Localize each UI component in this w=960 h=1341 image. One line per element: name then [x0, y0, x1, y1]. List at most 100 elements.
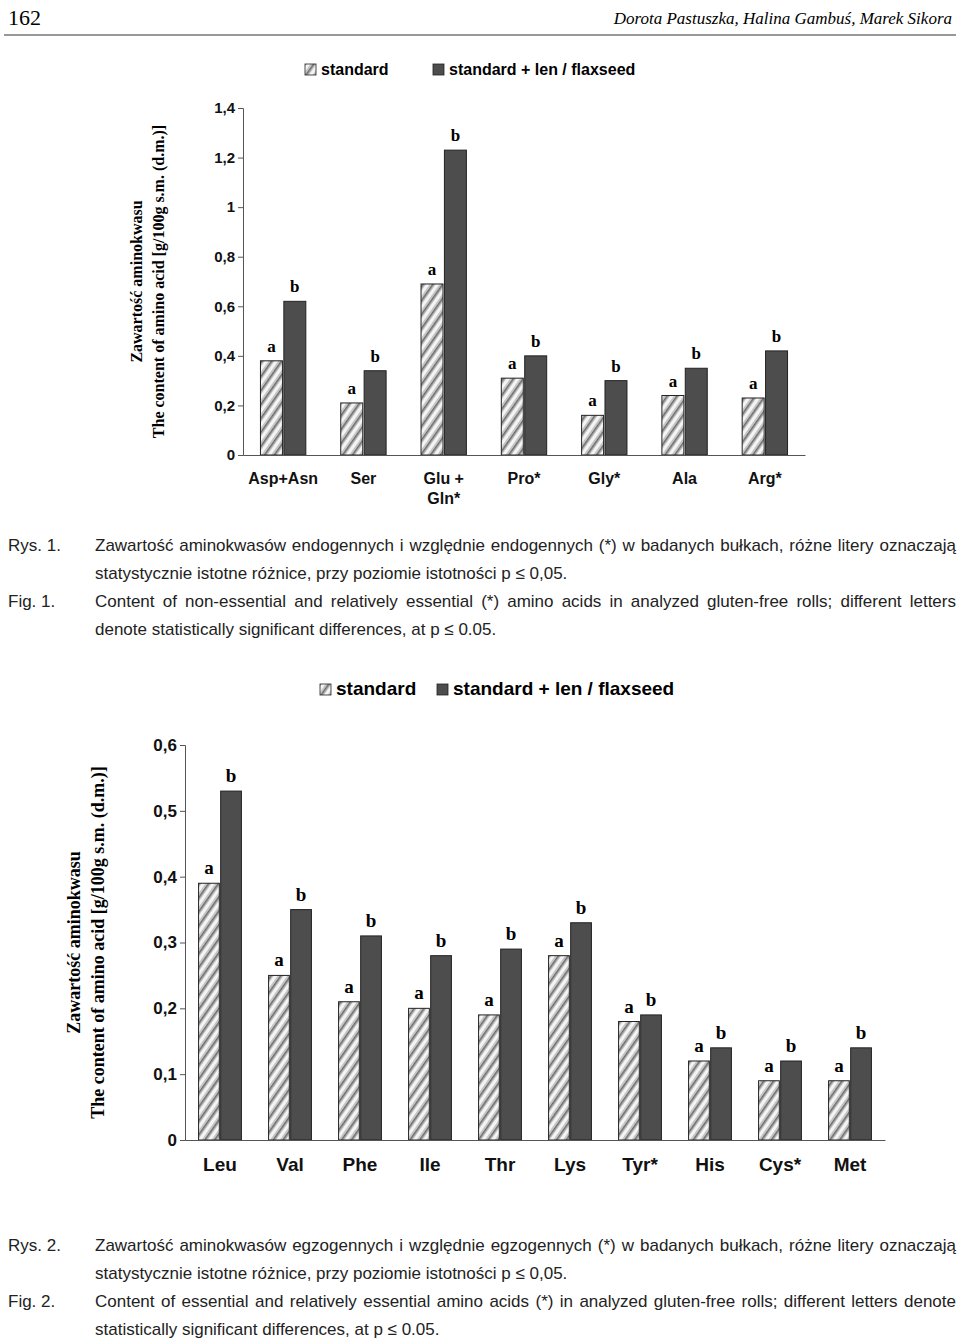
x-axis-line: [244, 455, 806, 456]
y-tick: 0,5: [153, 802, 185, 821]
bar: [221, 791, 242, 1140]
caption-text: Content of non-essential and relatively …: [95, 588, 956, 644]
x-tick: Ala: [672, 470, 697, 487]
header-rule: [4, 35, 956, 36]
y-axis-title: Zawartość aminokwasu: [128, 200, 145, 362]
bar: [571, 923, 592, 1140]
significance-letter: b: [576, 897, 587, 918]
bar: [582, 415, 604, 455]
x-tick: Gly*: [588, 470, 621, 487]
y-tick-mark: [180, 877, 185, 878]
y-tick: 0,6: [153, 736, 185, 755]
x-tick: Met: [834, 1154, 867, 1175]
x-tick: Asp+Asn: [248, 470, 318, 487]
x-tick-label: Ala: [672, 470, 697, 487]
x-tick: Tyr*: [622, 1154, 658, 1175]
y-tick-mark: [238, 257, 243, 258]
caption-text: Content of essential and relatively esse…: [95, 1288, 956, 1341]
y-tick: 0: [168, 1131, 185, 1150]
legend: standardstandard + len / flaxseed: [320, 678, 674, 699]
significance-letter: a: [508, 354, 517, 373]
y-tick-label: 1,2: [214, 149, 235, 166]
bar: [685, 368, 707, 455]
y-tick-label: 0,8: [214, 248, 235, 265]
bar: [444, 150, 466, 455]
x-tick-label: Thr: [485, 1154, 516, 1175]
y-tick-label: 0,4: [153, 868, 177, 887]
significance-letter: b: [786, 1035, 797, 1056]
significance-letter: a: [414, 982, 424, 1003]
y-tick-mark: [180, 811, 185, 812]
legend: standardstandard + len / flaxseed: [305, 61, 635, 78]
caption-label: Fig. 1.: [8, 588, 95, 644]
legend-swatch: [433, 64, 444, 75]
y-tick-label: 1,4: [214, 99, 236, 116]
y-tick-label: 0,2: [214, 397, 235, 414]
significance-letter: b: [716, 1022, 727, 1043]
page-number: 162: [8, 5, 41, 30]
y-tick-mark: [238, 455, 243, 456]
significance-letter: a: [624, 996, 634, 1017]
y-tick-mark: [238, 158, 243, 159]
x-tick-label: Arg*: [748, 470, 783, 487]
significance-letter: a: [274, 949, 284, 970]
significance-letter: a: [588, 391, 597, 410]
x-tick-label: Val: [276, 1154, 303, 1175]
caption-label: Rys. 2.: [8, 1232, 95, 1288]
bar: [619, 1022, 640, 1141]
y-axis: 00,20,40,60,811,21,4: [214, 99, 243, 463]
chart: aaaaaaaaaabbbbbbbbbb00,10,20,30,40,50,6L…: [64, 678, 886, 1175]
y-axis-line: [180, 746, 186, 1141]
bar: [742, 398, 764, 455]
bar: [260, 361, 282, 455]
bar: [431, 956, 452, 1140]
y-tick-label: 1: [227, 198, 235, 215]
x-tick: Phe: [343, 1154, 378, 1175]
x-tick-label: His: [695, 1154, 725, 1175]
legend-swatch: [305, 64, 316, 75]
y-tick-label: 0,2: [153, 999, 177, 1018]
significance-letter: b: [436, 930, 447, 951]
x-tick-label: Phe: [343, 1154, 378, 1175]
caption-label: Rys. 1.: [8, 532, 95, 588]
caption-text: Zawartość aminokwasów endogennych i wzgl…: [95, 532, 956, 588]
significance-letter: a: [554, 930, 564, 951]
y-tick: 0,6: [214, 298, 243, 315]
y-tick: 0,2: [214, 397, 243, 414]
significance-letter: a: [484, 989, 494, 1010]
bar: [605, 381, 627, 455]
significance-letter: a: [749, 374, 758, 393]
significance-letter: b: [506, 923, 517, 944]
bar: [284, 301, 306, 455]
y-axis-line: [238, 109, 244, 456]
significance-letter: b: [290, 277, 299, 296]
bar: [781, 1061, 802, 1140]
significance-letter: b: [611, 357, 620, 376]
x-tick-label: Asp+Asn: [248, 470, 318, 487]
x-tick-label: Cys*: [759, 1154, 802, 1175]
y-axis: 00,10,20,30,40,50,6: [153, 736, 185, 1150]
caption-label: Fig. 2.: [8, 1288, 95, 1341]
significance-letter: b: [531, 332, 540, 351]
y-tick-label: 0: [227, 446, 235, 463]
bar: [525, 356, 547, 455]
x-tick: Glu +Gln*: [423, 470, 463, 506]
significance-letter: a: [694, 1035, 704, 1056]
bar: [501, 378, 523, 455]
y-tick: 1: [227, 198, 243, 215]
y-tick-label: 0,5: [153, 802, 177, 821]
bar: [364, 371, 386, 455]
y-tick-mark: [238, 306, 243, 307]
legend-swatch: [437, 684, 448, 695]
significance-letter: b: [646, 989, 657, 1010]
bar: [199, 883, 220, 1140]
bar: [829, 1081, 850, 1140]
x-tick-label: Met: [834, 1154, 867, 1175]
y-axis-title: Zawartość aminokwasu: [64, 851, 84, 1034]
y-axis-title: The content of amino acid [g/100g s.m. (…: [88, 766, 109, 1118]
x-tick-label: Leu: [203, 1154, 237, 1175]
significance-letter: b: [451, 126, 460, 145]
significance-letter: b: [772, 327, 781, 346]
x-tick: Val: [276, 1154, 303, 1175]
legend-label: standard + len / flaxseed: [453, 678, 674, 699]
